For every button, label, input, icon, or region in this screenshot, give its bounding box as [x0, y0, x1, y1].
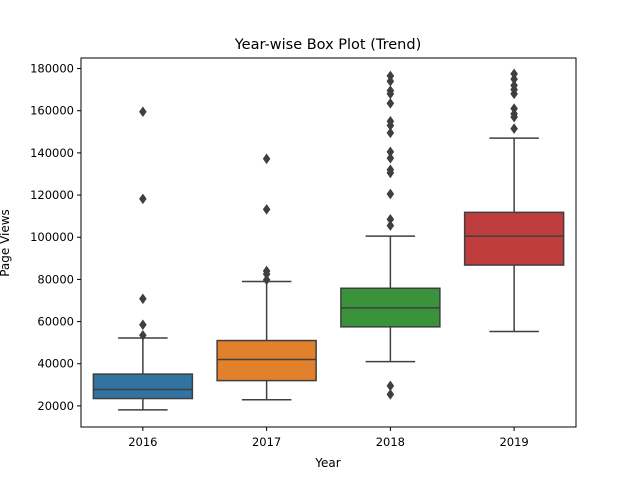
y-tick-label: 80000 — [37, 272, 74, 286]
outlier-point — [139, 106, 147, 118]
y-tick-label: 60000 — [37, 315, 74, 329]
box-2016 — [92, 373, 194, 400]
y-tick-label: 20000 — [37, 399, 74, 413]
outlier-point — [139, 193, 147, 205]
outlier-point — [262, 274, 271, 286]
y-tick-label: 140000 — [30, 146, 74, 160]
x-tick-label: 2016 — [128, 435, 157, 449]
outlier-point — [386, 220, 395, 231]
x-axis-label: Year — [314, 456, 340, 470]
outlier-point — [139, 319, 147, 331]
x-tick-label: 2017 — [252, 435, 281, 449]
outlier-point — [386, 115, 395, 127]
outlier-point — [386, 380, 395, 392]
outlier-point — [510, 123, 518, 134]
outlier-point — [386, 164, 395, 176]
outlier-point — [262, 265, 271, 277]
plot-frame — [80, 57, 577, 428]
outlier-point — [510, 68, 518, 80]
outlier-point — [139, 293, 147, 305]
outlier-point — [386, 214, 395, 225]
x-tick-label: 2018 — [376, 435, 405, 449]
y-axis-label: Page Views — [0, 209, 12, 277]
outlier-point — [386, 152, 395, 164]
x-tick-label: 2019 — [499, 435, 528, 449]
outlier-point — [386, 146, 395, 158]
plot-area: 20000 40000 60000 80000 100000 120000 140000 16… — [30, 62, 565, 449]
outlier-point — [386, 127, 395, 139]
box-2017 — [216, 339, 317, 382]
outlier-point — [386, 85, 395, 96]
y-tick-label: 40000 — [37, 357, 74, 371]
y-tick-label: 100000 — [30, 230, 74, 244]
outlier-point — [510, 103, 518, 114]
outlier-point — [386, 98, 395, 109]
y-tick-label: 180000 — [30, 62, 74, 76]
y-tick-label: 160000 — [30, 104, 74, 118]
outlier-point — [139, 329, 147, 341]
outlier-point — [386, 389, 395, 400]
chart-title: Year-wise Box Plot (Trend) — [234, 37, 421, 53]
outlier-point — [262, 153, 271, 165]
outlier-point — [386, 70, 395, 82]
outlier-point — [262, 204, 271, 215]
outlier-point — [510, 80, 518, 91]
outlier-point — [386, 188, 395, 200]
y-tick-label: 120000 — [30, 188, 74, 202]
box-2019 — [463, 211, 565, 266]
